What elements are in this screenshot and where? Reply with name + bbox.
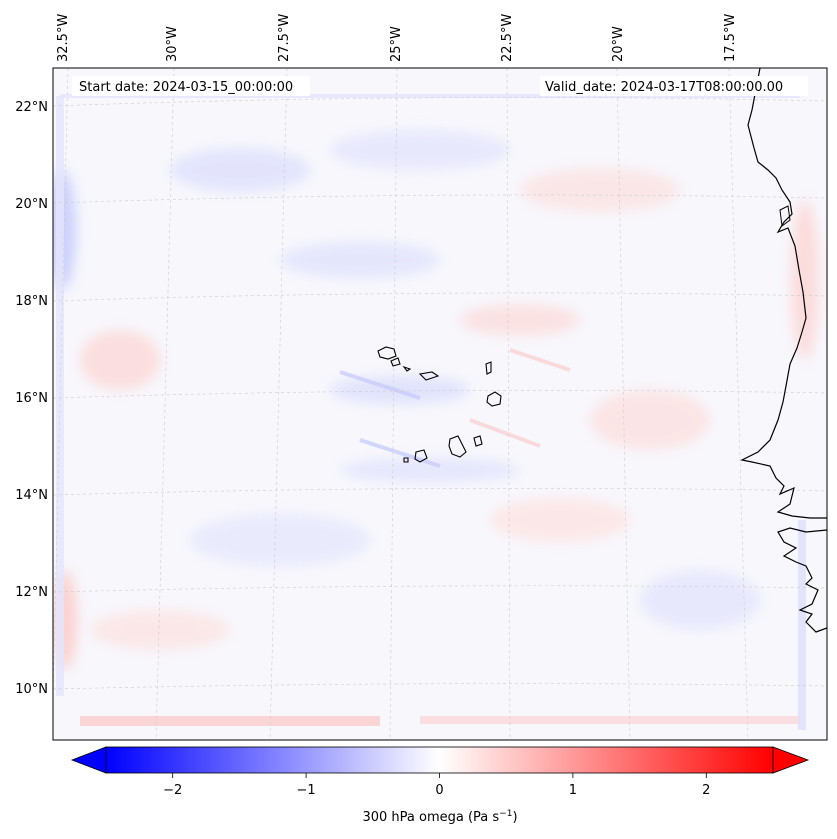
cape-verde-islands: [377, 346, 502, 463]
island: [473, 435, 483, 447]
colorbar-min-extend: [70, 746, 107, 774]
colorbar-tick-label: −1: [297, 783, 316, 798]
colorbar-label: 300 hPa omega (Pa s−1): [362, 809, 517, 825]
boundary-strip: [80, 716, 380, 726]
gridlines: [53, 68, 827, 740]
field-patch: [80, 330, 160, 390]
wave-streak: [469, 418, 541, 448]
boundary-strip: [798, 520, 806, 730]
lon-label: 32.5°W: [56, 14, 71, 62]
colorbar-tick-label: 2: [702, 783, 710, 798]
longitude-labels: 32.5°W 30°W 27.5°W 25°W 22.5°W 20°W 17.5…: [56, 14, 738, 62]
island: [377, 346, 397, 360]
field-patch: [520, 168, 680, 212]
field-patch: [490, 498, 630, 542]
colorbar-max-extend: [772, 746, 810, 774]
lon-label: 30°W: [165, 26, 180, 62]
colorbar-label-main: 300 hPa omega (Pa s: [362, 810, 499, 825]
colorbar: −2 −1 0 1 2 300 hPa omega (Pa s−1): [70, 746, 810, 825]
colorbar-ticks: −2 −1 0 1 2: [163, 773, 710, 798]
field-patch: [340, 458, 520, 482]
lat-label: 10°N: [15, 682, 48, 697]
start-date-box: [72, 76, 310, 96]
field-patch: [90, 610, 230, 650]
lon-label: 20°W: [611, 26, 626, 62]
field-patch: [460, 304, 580, 336]
omega-field: [53, 68, 827, 740]
field-patch: [170, 148, 310, 192]
valid-date-box: [540, 76, 808, 96]
valid-date-label: Valid_date: 2024-03-17T08:00:00.00: [545, 80, 783, 95]
lat-label: 16°N: [15, 391, 48, 406]
island: [403, 457, 409, 463]
boundary-strip: [56, 96, 64, 696]
colorbar-label-end: ): [512, 810, 517, 825]
field-patch: [791, 200, 819, 360]
lon-label: 17.5°W: [723, 14, 738, 62]
island: [418, 371, 440, 381]
island: [485, 361, 492, 375]
boundary-strip: [420, 716, 800, 724]
map-panel: Start date: 2024-03-15_00:00:00 Valid_da…: [52, 67, 828, 741]
map-frame: [52, 67, 828, 741]
island: [402, 365, 412, 372]
colorbar-label-sup: −1: [499, 809, 512, 819]
lat-label: 20°N: [15, 197, 48, 212]
lon-label: 27.5°W: [277, 14, 292, 62]
field-patch: [190, 514, 370, 566]
colorbar-gradient: [105, 746, 774, 774]
lat-label: 18°N: [15, 294, 48, 309]
guinea-coastline: [777, 527, 827, 633]
lat-label: 14°N: [15, 488, 48, 503]
island: [390, 357, 401, 367]
island: [448, 435, 467, 458]
start-date-label: Start date: 2024-03-15_00:00:00: [79, 80, 293, 95]
wave-streak: [339, 370, 421, 400]
africa-coastline: [740, 68, 827, 519]
island: [486, 391, 502, 407]
wave-streak: [359, 438, 441, 468]
coast-island: [779, 205, 791, 227]
colorbar-tick-label: −2: [163, 783, 182, 798]
field-patch: [590, 390, 710, 450]
field-patch: [280, 242, 440, 278]
lat-label: 12°N: [15, 585, 48, 600]
lon-label: 25°W: [389, 26, 404, 62]
latitude-labels: 22°N 20°N 18°N 16°N 14°N 12°N 10°N: [15, 100, 48, 697]
colorbar-tick-label: 0: [435, 783, 443, 798]
field-patch: [640, 570, 760, 630]
lat-label: 22°N: [15, 100, 48, 115]
boundary-strip: [60, 94, 800, 98]
island: [414, 449, 428, 463]
lon-label: 22.5°W: [500, 14, 515, 62]
wave-streak: [509, 348, 571, 372]
field-patch: [330, 130, 510, 170]
colorbar-tick-label: 1: [569, 783, 577, 798]
